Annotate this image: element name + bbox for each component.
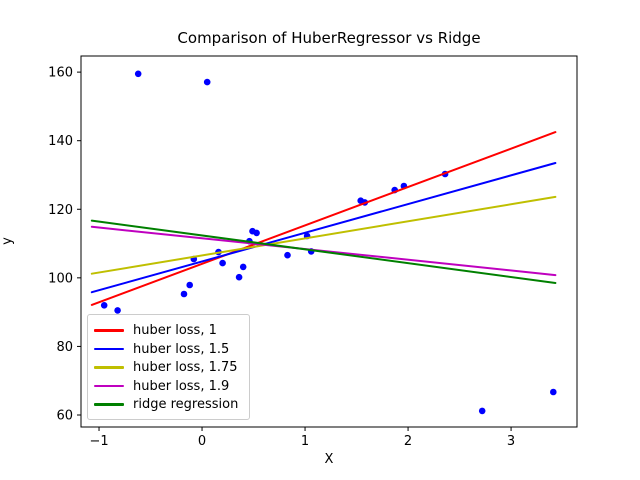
y-axis-label: y xyxy=(0,237,15,245)
scatter-point xyxy=(114,307,121,314)
scatter-point xyxy=(100,302,108,309)
y-tick-label: 60 xyxy=(56,408,73,423)
x-tick-label: 1 xyxy=(301,434,309,449)
x-tick-label: 3 xyxy=(507,434,515,449)
legend-line-swatch xyxy=(94,384,124,388)
y-tick-label: 80 xyxy=(56,340,73,355)
legend-item-2: huber loss, 1.5 xyxy=(94,341,241,358)
y-tick-label: 100 xyxy=(48,271,73,286)
y-tick-label: 120 xyxy=(48,203,73,218)
scatter-point xyxy=(478,407,486,415)
legend-item-1: huber loss, 1 xyxy=(94,322,241,339)
legend-label: ridge regression xyxy=(133,397,239,412)
regression-line-huber-loss-1-5 xyxy=(90,162,557,294)
plot-border xyxy=(80,55,578,428)
x-tick-label: 2 xyxy=(404,434,412,449)
scatter-point xyxy=(134,70,142,78)
regression-line-huber-loss-1 xyxy=(90,131,557,306)
scatter-point xyxy=(239,263,247,271)
scatter-point xyxy=(203,78,211,86)
scatter-point xyxy=(235,273,243,281)
legend-label: huber loss, 1.5 xyxy=(133,341,230,357)
y-tick-label: 140 xyxy=(48,134,73,149)
legend-label: huber loss, 1 xyxy=(133,323,217,338)
scatter-point xyxy=(253,229,260,237)
x-tick-label: −1 xyxy=(89,434,108,449)
y-tick-label: 160 xyxy=(48,66,73,81)
legend: huber loss, 1 huber loss, 1.5 huber loss, … xyxy=(87,314,250,420)
legend-label: huber loss, 1.9 xyxy=(133,378,230,394)
scatter-point xyxy=(550,388,557,396)
legend-line-swatch xyxy=(94,347,124,351)
legend-item-3: huber loss, 1.75 xyxy=(94,359,241,376)
regression-line-huber-loss-1-75 xyxy=(90,195,557,275)
legend-line-swatch xyxy=(94,403,124,406)
scatter-point xyxy=(219,259,226,267)
legend-line-swatch xyxy=(94,366,124,369)
scatter-point xyxy=(284,251,291,259)
x-axis-label: X xyxy=(324,452,334,467)
chart-title: Comparison of HuberRegressor vs Ridge xyxy=(177,29,481,47)
x-tick-label: 0 xyxy=(198,434,206,449)
scatter-point xyxy=(180,290,188,298)
regression-line-ridge-regression xyxy=(90,219,557,284)
scatter-point xyxy=(186,281,193,289)
legend-label: huber loss, 1.75 xyxy=(133,360,238,375)
legend-line-swatch xyxy=(94,329,124,332)
legend-item-4: huber loss, 1.9 xyxy=(94,378,241,395)
legend-item-5: ridge regression xyxy=(94,396,241,413)
